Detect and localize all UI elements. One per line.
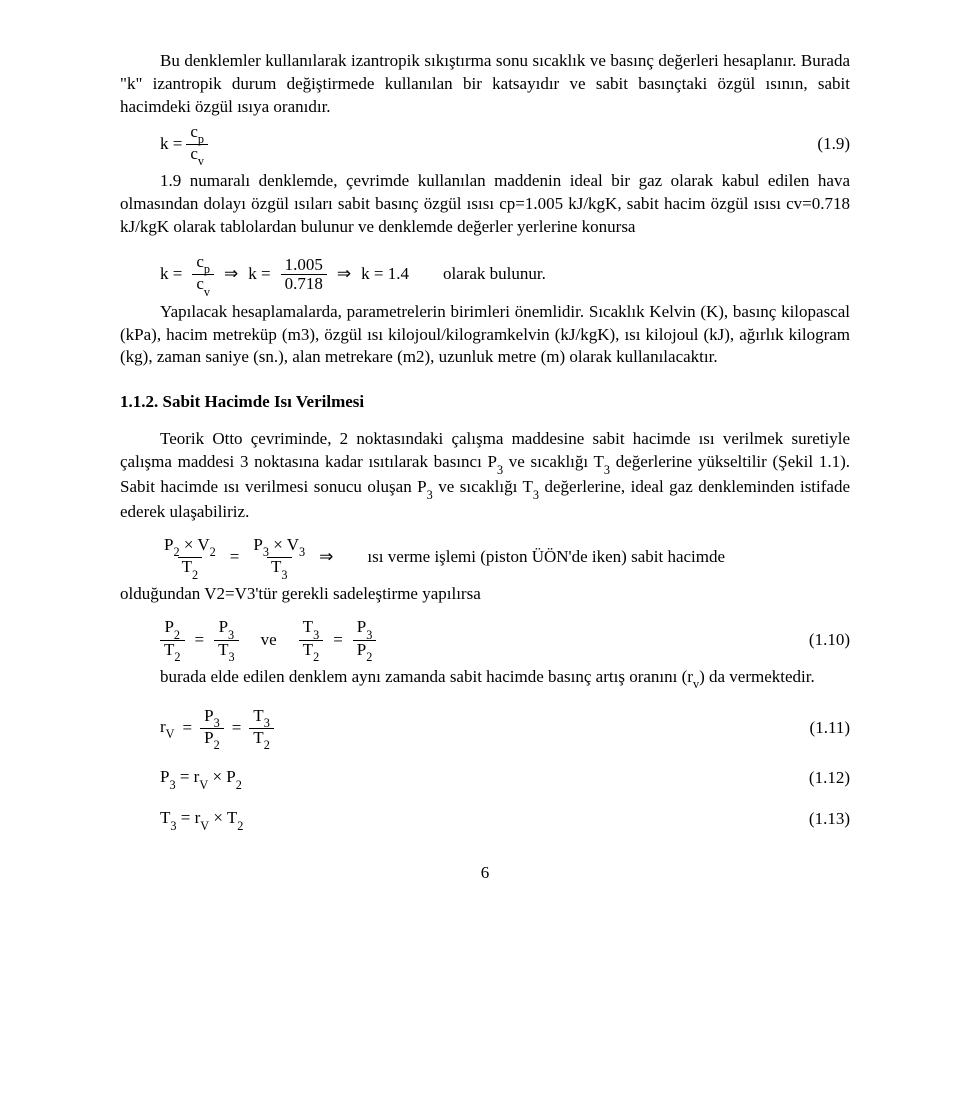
eq110-d-num: P3 (353, 618, 377, 639)
k14-trail: olarak bulunur. (443, 263, 546, 286)
eq110-d-den: P2 (353, 640, 377, 662)
k14-p1-den: cv (192, 274, 214, 296)
paragraph-4: Teorik Otto çevriminde, 2 noktasındaki ç… (120, 428, 850, 524)
eq111-f2-den: T2 (249, 728, 274, 750)
eq-sign: = (195, 629, 205, 652)
paragraph-2: 1.9 numaralı denklemde, çevrimde kullanı… (120, 170, 850, 239)
eq112-text: P3 = rV × P2 (160, 766, 242, 791)
eq110-and: ve (261, 629, 277, 652)
eq19-label: (1.9) (790, 133, 850, 156)
eq110-b-num: P3 (215, 618, 239, 639)
equation-1-10: P2 T2 = P3 T3 ve T3 T2 = P3 P2 (1.10) (160, 618, 850, 661)
eq111-label: (1.11) (790, 717, 850, 740)
paragraph-3: Yapılacak hesaplamalarda, parametrelerin… (120, 301, 850, 370)
eq111-lhs: rV (160, 716, 175, 741)
eq110-b-den: T3 (214, 640, 239, 662)
pvt-l-num: P2 × V2 (160, 536, 220, 557)
arrow-icon: ⇒ (337, 263, 351, 286)
equation-1-12: P3 = rV × P2 (1.12) (160, 766, 850, 791)
eq111-f2-num: T3 (249, 707, 274, 728)
k14-p2-lhs: k = (248, 263, 270, 286)
eq110-label: (1.10) (790, 629, 850, 652)
equation-1-11: rV = P3 P2 = T3 T2 (1.11) (160, 707, 850, 750)
eq110-c-den: T2 (299, 640, 324, 662)
eq110-a-num: P2 (160, 618, 184, 639)
eq-sign: = (232, 717, 242, 740)
equation-k14: k = cp cv ⇒ k = 1.005 0.718 ⇒ k = 1.4 ol… (160, 253, 850, 296)
eq19-den: cv (186, 144, 208, 166)
pvt-r-num: P3 × V3 (249, 536, 309, 557)
k14-p2-den: 0.718 (281, 274, 327, 293)
equation-1-13: T3 = rV × T2 (1.13) (160, 807, 850, 832)
eq113-label: (1.13) (790, 808, 850, 831)
eq19-num: cp (186, 123, 208, 144)
eq111-f1-den: P2 (200, 728, 224, 750)
k14-result: k = 1.4 (361, 263, 409, 286)
pvt-l-den: T2 (178, 557, 203, 579)
eq-sign: = (183, 717, 193, 740)
eq112-label: (1.12) (790, 767, 850, 790)
equation-1-9: k = cp cv (1.9) (160, 123, 850, 166)
paragraph-5: olduğundan V2=V3'tür gerekli sadeleştirm… (120, 583, 850, 606)
pvt-r-den: T3 (267, 557, 292, 579)
arrow-icon: ⇒ (224, 263, 238, 286)
eq-sign: = (230, 546, 240, 569)
eq113-text: T3 = rV × T2 (160, 807, 243, 832)
eq19-lhs: k = (160, 133, 182, 156)
eq111-f1-num: P3 (200, 707, 224, 728)
pvt-trail: ısı verme işlemi (piston ÜÖN'de iken) sa… (367, 546, 725, 569)
paragraph-6: burada elde edilen denklem aynı zamanda … (120, 666, 850, 691)
k14-p1-lhs: k = (160, 263, 182, 286)
arrow-icon: ⇒ (319, 546, 333, 569)
heading-1-1-2: 1.1.2. Sabit Hacimde Isı Verilmesi (120, 391, 850, 414)
k14-p2-num: 1.005 (281, 256, 327, 274)
eq110-c-num: T3 (299, 618, 324, 639)
eq110-a-den: T2 (160, 640, 185, 662)
eq-sign: = (333, 629, 343, 652)
page-number: 6 (120, 862, 850, 885)
paragraph-1: Bu denklemler kullanılarak izantropik sı… (120, 50, 850, 119)
equation-pvt: P2 × V2 T2 = P3 × V3 T3 ⇒ ısı verme işle… (160, 536, 850, 579)
k14-p1-num: cp (192, 253, 214, 274)
